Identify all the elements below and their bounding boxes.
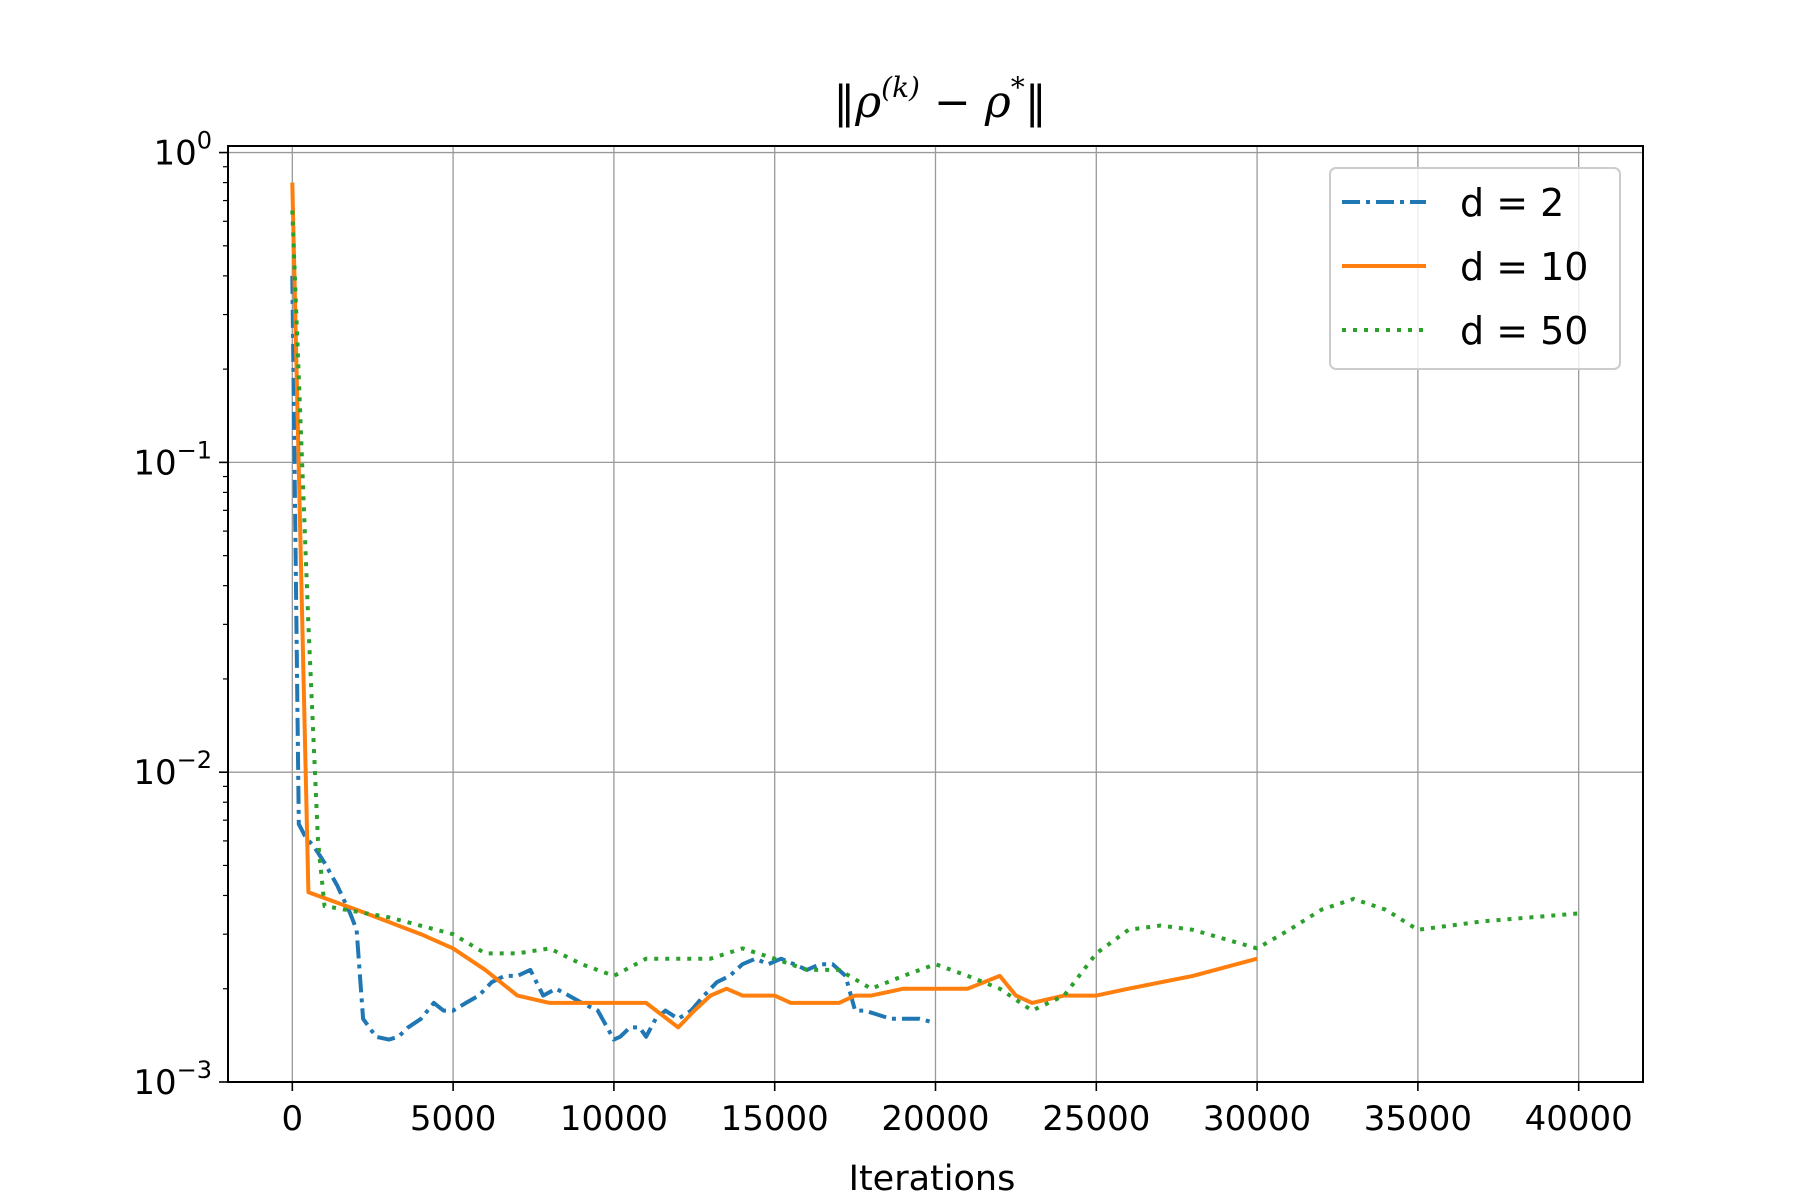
x-axis-label: Iterations bbox=[849, 1159, 1016, 1199]
x-tick-label: 30000 bbox=[1203, 1099, 1311, 1139]
series-layer bbox=[290, 182, 1579, 1042]
y-tick-label: 100 bbox=[153, 127, 212, 174]
series-line-d10 bbox=[290, 182, 1258, 1030]
legend-box bbox=[1329, 167, 1621, 370]
x-tick-label: 5000 bbox=[410, 1099, 497, 1139]
chart-title: ‖ρ(k) − ρ*‖ bbox=[833, 71, 1046, 128]
x-tick-label: 25000 bbox=[1042, 1099, 1150, 1139]
x-tick-label: 10000 bbox=[560, 1099, 668, 1139]
x-tick-label: 35000 bbox=[1364, 1099, 1472, 1139]
plot-frame bbox=[227, 145, 1644, 1083]
legend-label-d50: d = 50 bbox=[1460, 309, 1588, 353]
y-tick-label: 10−1 bbox=[133, 436, 212, 483]
x-tick-label: 15000 bbox=[721, 1099, 829, 1139]
y-tick-label: 10−3 bbox=[133, 1056, 212, 1103]
y-tick-label: 10−2 bbox=[133, 746, 212, 793]
x-tick-label: 40000 bbox=[1525, 1099, 1633, 1139]
legend-label-d2: d = 2 bbox=[1460, 181, 1564, 225]
legend-label-d10: d = 10 bbox=[1460, 245, 1588, 289]
series-line-d2 bbox=[290, 275, 937, 1042]
x-tick-label: 20000 bbox=[881, 1099, 989, 1139]
axes: 0 5000 10000 15000 20000 25000 30000 35000 40000… bbox=[133, 127, 1644, 1139]
legend: d = 2 d = 10 d = 50 bbox=[1329, 167, 1621, 370]
x-tick-label: 0 bbox=[281, 1099, 303, 1139]
